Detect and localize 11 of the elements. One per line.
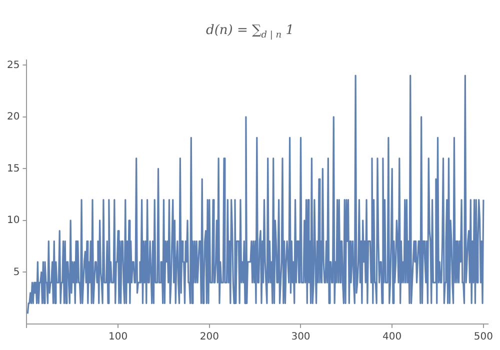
y-tick-label: 20: [6, 112, 20, 123]
x-tick-label: 500: [474, 332, 493, 343]
x-tick-label: 300: [291, 332, 310, 343]
y-tick-label: 5: [13, 266, 20, 278]
y-tick-label: 10: [6, 215, 20, 226]
y-tick-label: 25: [6, 60, 20, 71]
chart-title: d(n) = ∑$_{d | n}$ 1: [205, 22, 295, 43]
x-tick-label: 100: [108, 332, 128, 343]
y-tick-label: 15: [6, 163, 20, 174]
x-tick-label: 400: [382, 332, 402, 343]
x-tick-label: 200: [200, 332, 219, 343]
